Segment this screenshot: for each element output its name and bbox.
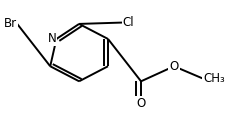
Text: N: N (47, 32, 56, 45)
Text: CH₃: CH₃ (202, 72, 224, 85)
Text: Br: Br (4, 17, 17, 30)
Text: O: O (136, 97, 145, 110)
Text: Cl: Cl (122, 16, 133, 29)
Text: O: O (169, 60, 178, 73)
